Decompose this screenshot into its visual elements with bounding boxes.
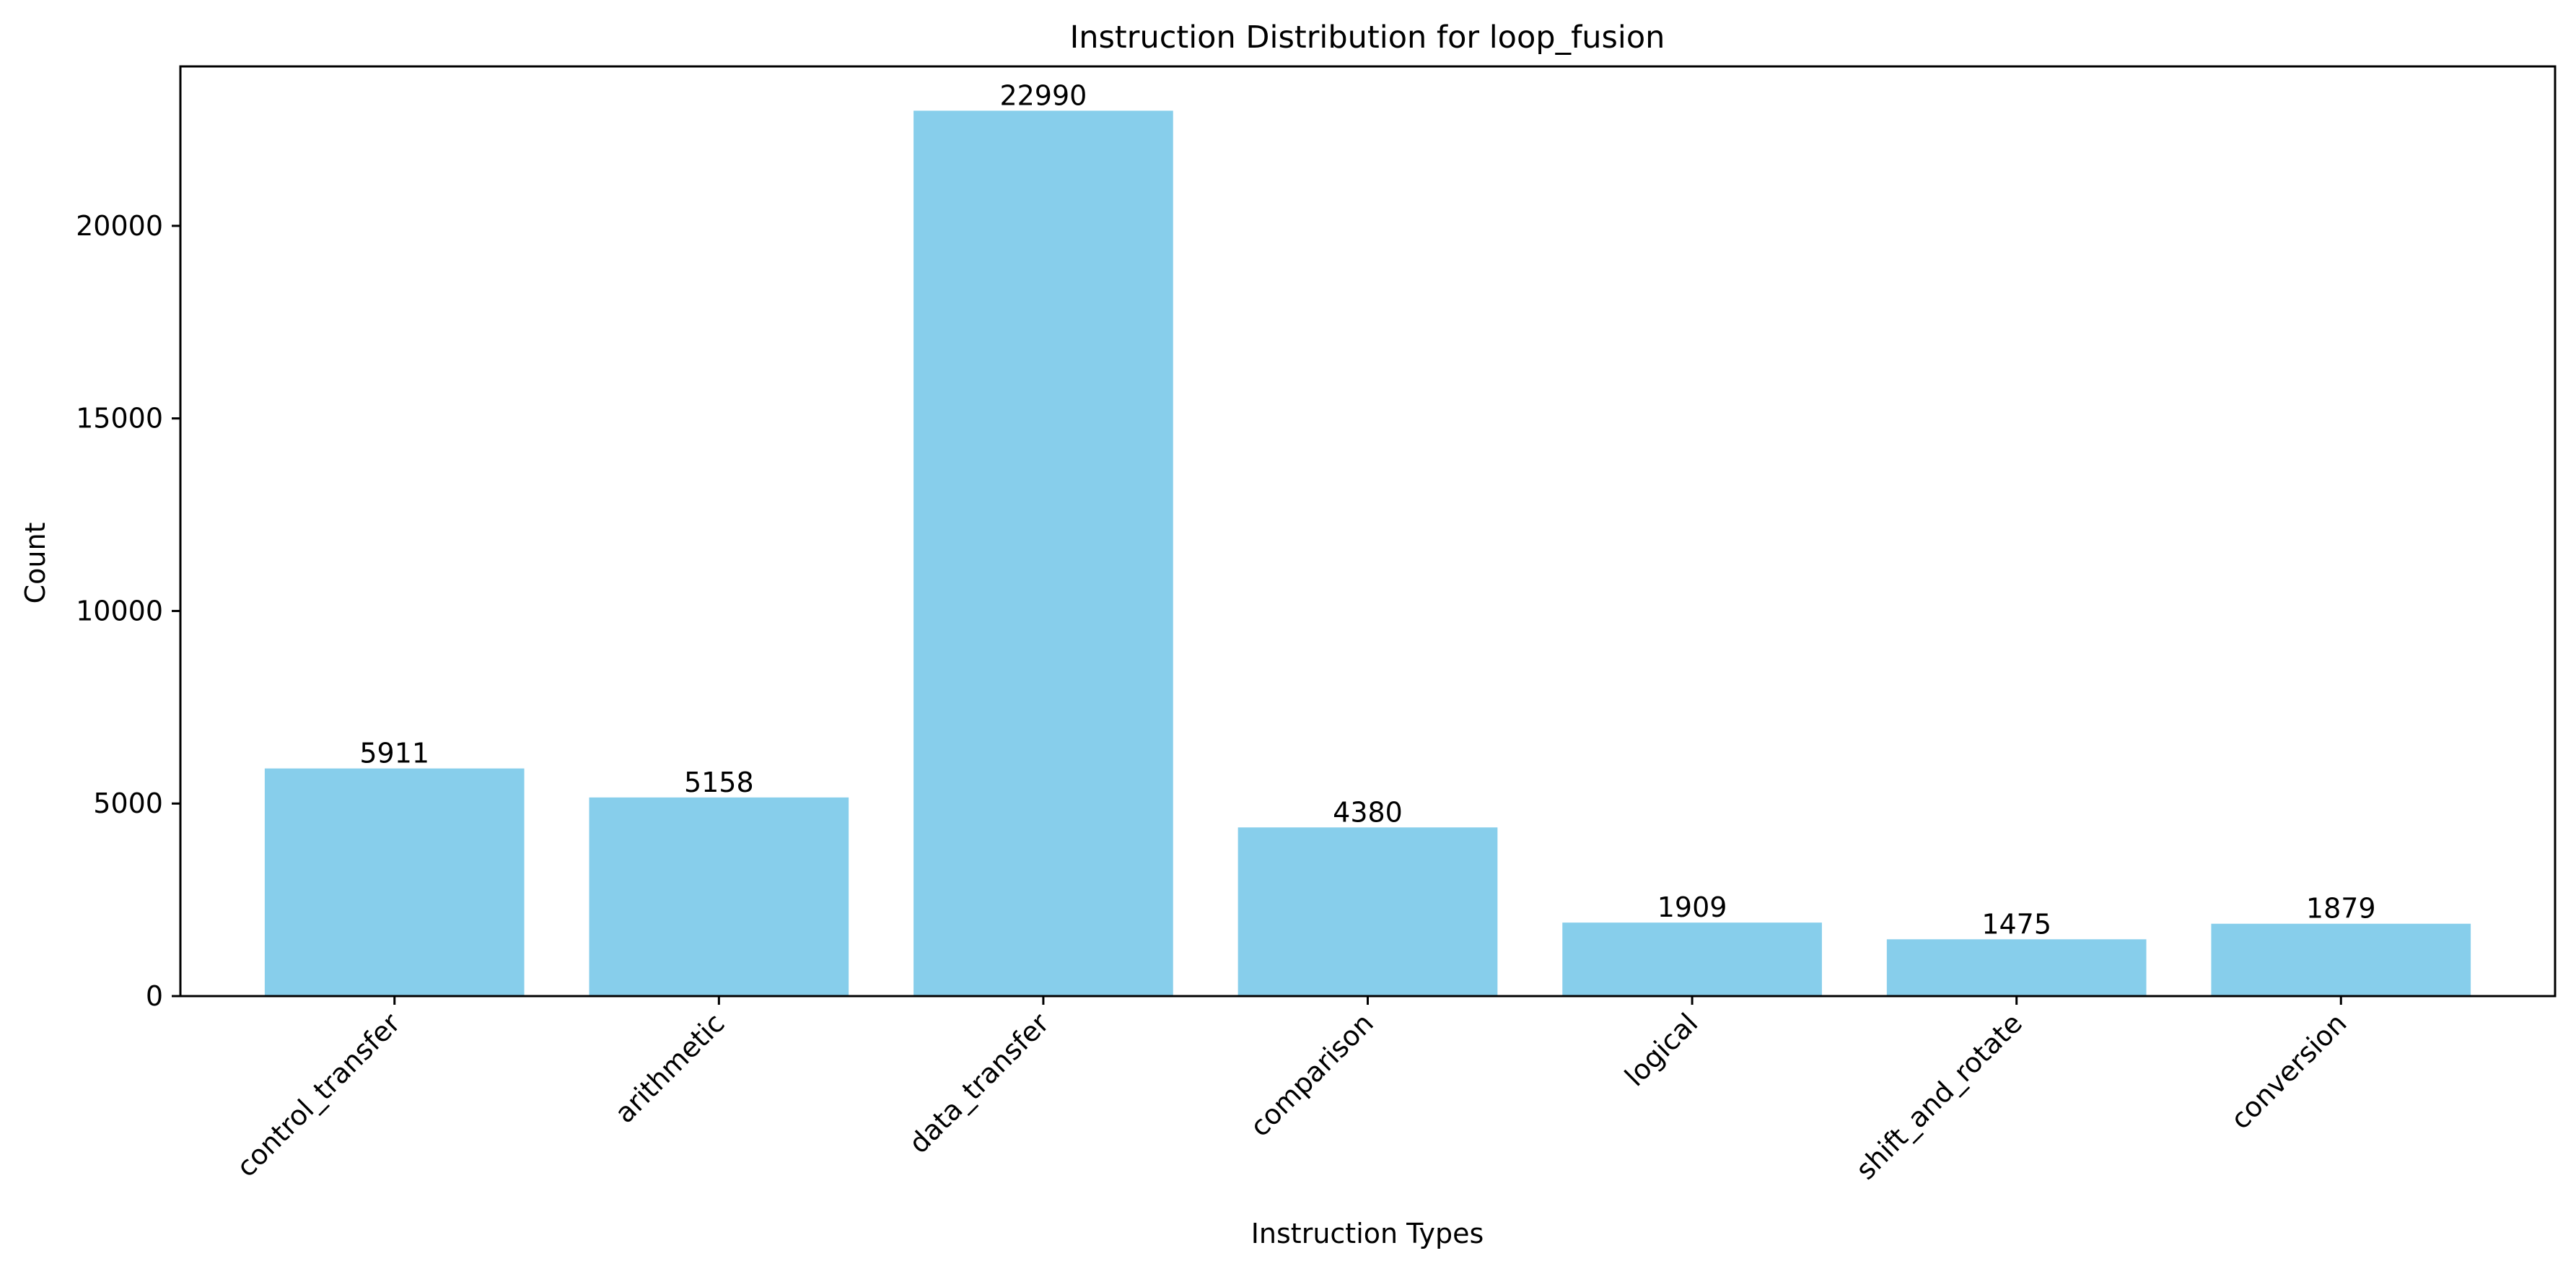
y-tick-label-10000: 10000: [76, 595, 163, 627]
x-axis-label: Instruction Types: [1251, 1218, 1484, 1249]
bar-comparison: [1237, 827, 1498, 996]
value-label-arithmetic: 5158: [684, 767, 754, 798]
x-tick-label-conversion: conversion: [2225, 1007, 2353, 1135]
value-label-logical: 1909: [1657, 891, 1727, 923]
y-axis: 0 5000 10000 15000 20000: [76, 210, 180, 1012]
y-tick-label-0: 0: [146, 980, 163, 1012]
x-tick-label-comparison: comparison: [1244, 1007, 1380, 1143]
bars-layer: [264, 110, 2471, 996]
y-axis-label: Count: [19, 523, 51, 604]
bar-conversion: [2211, 923, 2471, 996]
bar-arithmetic: [589, 797, 849, 996]
plot-frame: [179, 65, 2557, 998]
chart-title: Instruction Distribution for loop_fusion: [1070, 19, 1665, 56]
value-labels-layer: 5911 5158 22990 4380 1909 1475 1879: [359, 79, 2375, 940]
y-tick-label-20000: 20000: [76, 210, 163, 242]
x-tick-label-control_transfer: control_transfer: [230, 1007, 406, 1183]
x-axis: control_transfer arithmetic data_transfer c…: [230, 996, 2353, 1186]
value-label-shift_and_rotate: 1475: [1981, 908, 2051, 940]
y-tick-label-5000: 5000: [93, 787, 163, 819]
bar-logical: [1562, 922, 1822, 996]
bar-control_transfer: [264, 768, 525, 996]
value-label-comparison: 4380: [1333, 796, 1403, 828]
x-tick-label-data_transfer: data_transfer: [903, 1007, 1055, 1159]
x-tick-label-logical: logical: [1618, 1007, 1704, 1092]
y-tick-label-15000: 15000: [76, 403, 163, 435]
bar-shift_and_rotate: [1886, 939, 2147, 996]
bar-data_transfer: [914, 110, 1173, 996]
x-tick-label-arithmetic: arithmetic: [609, 1007, 731, 1129]
value-label-conversion: 1879: [2306, 893, 2376, 925]
x-tick-label-shift_and_rotate: shift_and_rotate: [1850, 1007, 2029, 1186]
value-label-control_transfer: 5911: [359, 738, 429, 769]
value-label-data_transfer: 22990: [999, 79, 1087, 111]
